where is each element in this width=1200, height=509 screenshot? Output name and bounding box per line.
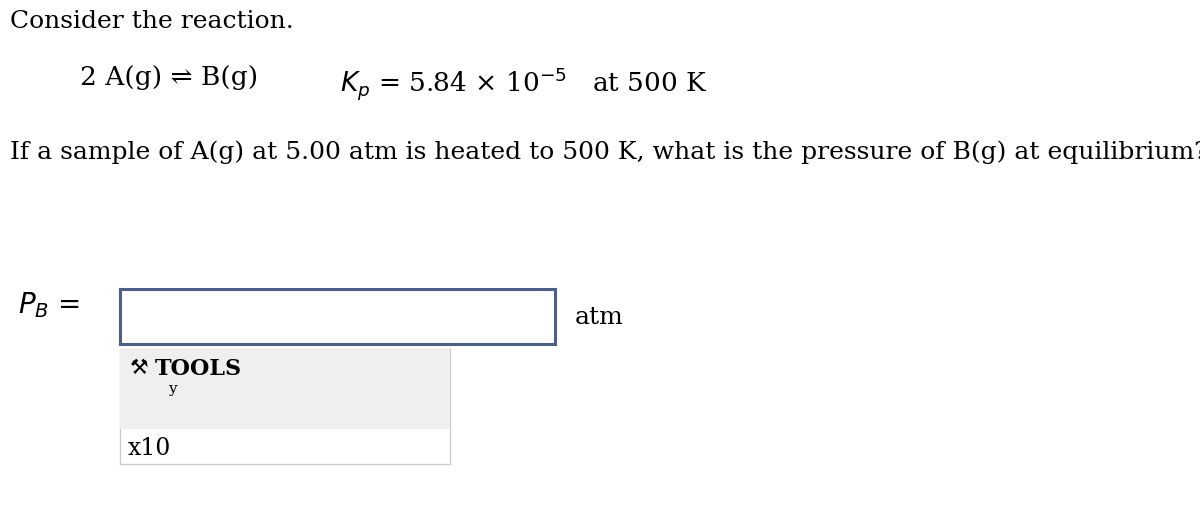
Text: y: y xyxy=(168,381,176,395)
Text: ⚒: ⚒ xyxy=(130,357,149,377)
Text: atm: atm xyxy=(575,305,624,328)
Text: TOOLS: TOOLS xyxy=(155,357,242,379)
Text: x10: x10 xyxy=(128,436,172,459)
Text: 2 A(g) ⇌ B(g): 2 A(g) ⇌ B(g) xyxy=(80,65,258,90)
Text: $K_p$ = 5.84 × 10$^{-5}$   at 500 K: $K_p$ = 5.84 × 10$^{-5}$ at 500 K xyxy=(340,65,708,102)
Text: If a sample of A(g) at 5.00 atm is heated to 500 K, what is the pressure of B(g): If a sample of A(g) at 5.00 atm is heate… xyxy=(10,140,1200,163)
Text: $P_B$ =: $P_B$ = xyxy=(18,290,80,319)
Text: Consider the reaction.: Consider the reaction. xyxy=(10,10,294,33)
